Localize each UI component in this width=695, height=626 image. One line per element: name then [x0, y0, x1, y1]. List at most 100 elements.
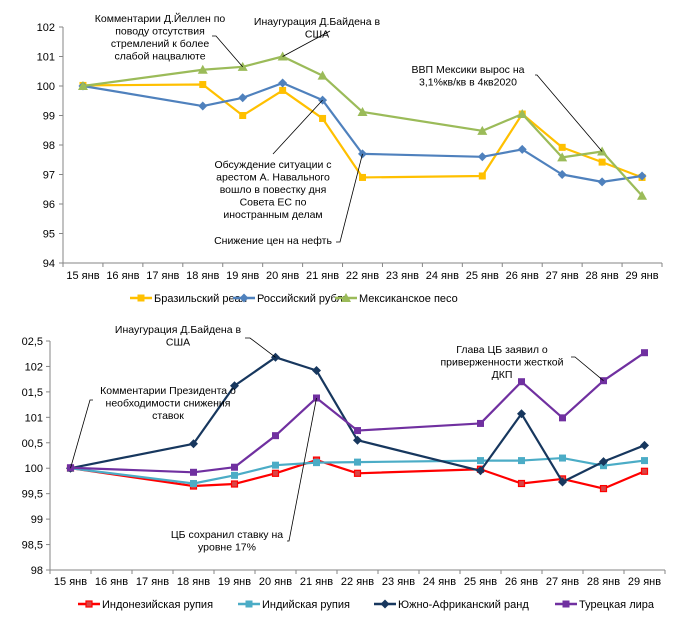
legend-item-2: Индийская рупия [238, 599, 350, 611]
annotation-text: Обсуждение ситуации с арестом А. Навально… [214, 159, 331, 221]
y-tick-label: 98 [43, 140, 55, 152]
y-tick-label: 101 [25, 412, 43, 424]
legend-label: Южно-Африканский ранд [398, 599, 529, 611]
data-point-series-3 [77, 81, 88, 90]
annotation-text: Снижение цен на нефть [214, 235, 332, 247]
data-point-series-3 [558, 477, 567, 487]
legend-label: Российский рубль [257, 293, 349, 305]
legend-marker [562, 600, 570, 608]
y-tick-label: 99,5 [22, 489, 43, 501]
y-tick-label: 02,5 [22, 336, 43, 348]
legend-label: Индийская рупия [262, 599, 350, 611]
data-point-series-2 [272, 461, 279, 469]
data-point-series-1 [517, 479, 526, 488]
legend-label: Индонезийская рупия [102, 599, 213, 611]
data-point-series-3 [189, 439, 198, 449]
legend-item-1: Бразильский реал [130, 293, 247, 305]
annotation-leader [571, 356, 604, 382]
data-point-series-4 [272, 432, 279, 440]
legend-item-4: Турецкая лира [555, 599, 655, 611]
data-point-series-1 [640, 467, 649, 475]
data-point-series-3 [517, 109, 528, 119]
x-tick-label: 29 янв [625, 270, 658, 282]
data-point-series-1 [239, 112, 247, 119]
x-tick-label: 16 янв [106, 270, 139, 282]
data-point-series-4 [477, 419, 484, 427]
y-tick-label: 99 [43, 111, 55, 123]
x-tick-label: 20 янв [259, 576, 292, 588]
chart-1: 94 95 96 97 98 99 100 101 102 15 янв 16 янв 17 янв 1… [37, 12, 663, 305]
data-point-series-3 [357, 106, 368, 116]
x-tick-label: 16 янв [95, 576, 128, 588]
annotation-text: Инаугурация Д.Байдена в США [254, 16, 381, 41]
data-point-series-4 [641, 349, 648, 357]
data-point-series-1 [279, 86, 287, 94]
x-tick-label: 17 янв [136, 576, 169, 588]
legend-marker [245, 600, 253, 608]
data-point-series-1 [230, 480, 239, 488]
data-point-series-2 [637, 171, 647, 181]
data-point-series-2 [231, 471, 238, 479]
x-tick-label: 27 янв [546, 270, 579, 282]
annotation-leader [282, 30, 331, 57]
data-point-series-3 [599, 457, 608, 467]
x-tick-label: 24 янв [423, 576, 456, 588]
data-point-series-2 [190, 479, 197, 487]
data-point-series-1 [599, 484, 608, 493]
x-tick-label: 25 янв [466, 270, 499, 282]
data-point-series-2 [278, 78, 288, 88]
data-point-series-3 [640, 440, 649, 450]
x-tick-label: 24 янв [426, 270, 459, 282]
data-point-series-1 [558, 143, 566, 151]
x-tick-label: 19 янв [218, 576, 251, 588]
legend-item-2: Российский рубль [233, 293, 349, 305]
y-tick-label: 100 [37, 81, 55, 93]
x-tick-label: 15 янв [66, 270, 99, 282]
x-tick-label: 28 янв [587, 576, 620, 588]
data-point-series-3 [477, 125, 488, 135]
data-point-series-3 [317, 70, 328, 80]
data-point-series-3 [277, 51, 288, 61]
x-tick-label: 29 янв [628, 576, 661, 588]
annotation-leader [287, 397, 317, 542]
x-tick-label: 26 янв [506, 270, 539, 282]
data-point-series-3 [476, 466, 485, 476]
x-tick-label: 22 янв [346, 270, 379, 282]
x-tick-label: 22 янв [341, 576, 374, 588]
legend-marker [239, 293, 249, 303]
data-point-series-2 [477, 457, 484, 465]
data-point-series-3 [312, 366, 321, 376]
data-point-series-3 [230, 381, 239, 391]
x-tick-label: 26 янв [505, 576, 538, 588]
series-line-1 [82, 83, 643, 179]
series-line-2 [82, 81, 643, 183]
annotation-leader [70, 399, 93, 469]
data-point-series-2 [518, 457, 525, 465]
x-tick-label: 18 янв [177, 576, 210, 588]
annotation-text: Глава ЦБ заявил о приверженности жесткой Д… [440, 344, 563, 381]
y-tick-label: 00,5 [22, 438, 43, 450]
x-tick-label: 20 янв [266, 270, 299, 282]
data-point-series-2 [597, 177, 607, 187]
annotation-text: ВВП Мексики вырос на 3,1%кв/кв в 4кв2020 [412, 64, 525, 89]
legend-marker [341, 293, 351, 302]
y-tick-label: 102 [37, 22, 55, 34]
data-point-series-1 [478, 172, 486, 180]
legend-item-3: Мексиканское песо [335, 293, 458, 305]
annotation-text: ЦБ сохранил ставку на уровне 17% [171, 529, 283, 554]
data-point-series-4 [518, 378, 525, 386]
x-tick-label: 28 янв [586, 270, 619, 282]
data-point-series-1 [271, 469, 280, 477]
data-point-series-3 [353, 435, 362, 445]
y-tick-label: 96 [43, 199, 55, 211]
annotation-leader [245, 337, 276, 358]
data-point-series-1 [199, 81, 207, 89]
data-point-series-3 [517, 409, 526, 419]
y-tick-label: 95 [43, 229, 55, 241]
y-tick-label: 100 [25, 463, 43, 475]
data-point-series-1 [319, 114, 327, 122]
data-point-series-2 [559, 454, 566, 462]
data-point-series-2 [517, 144, 527, 154]
legend-label: Турецкая лира [579, 599, 655, 611]
